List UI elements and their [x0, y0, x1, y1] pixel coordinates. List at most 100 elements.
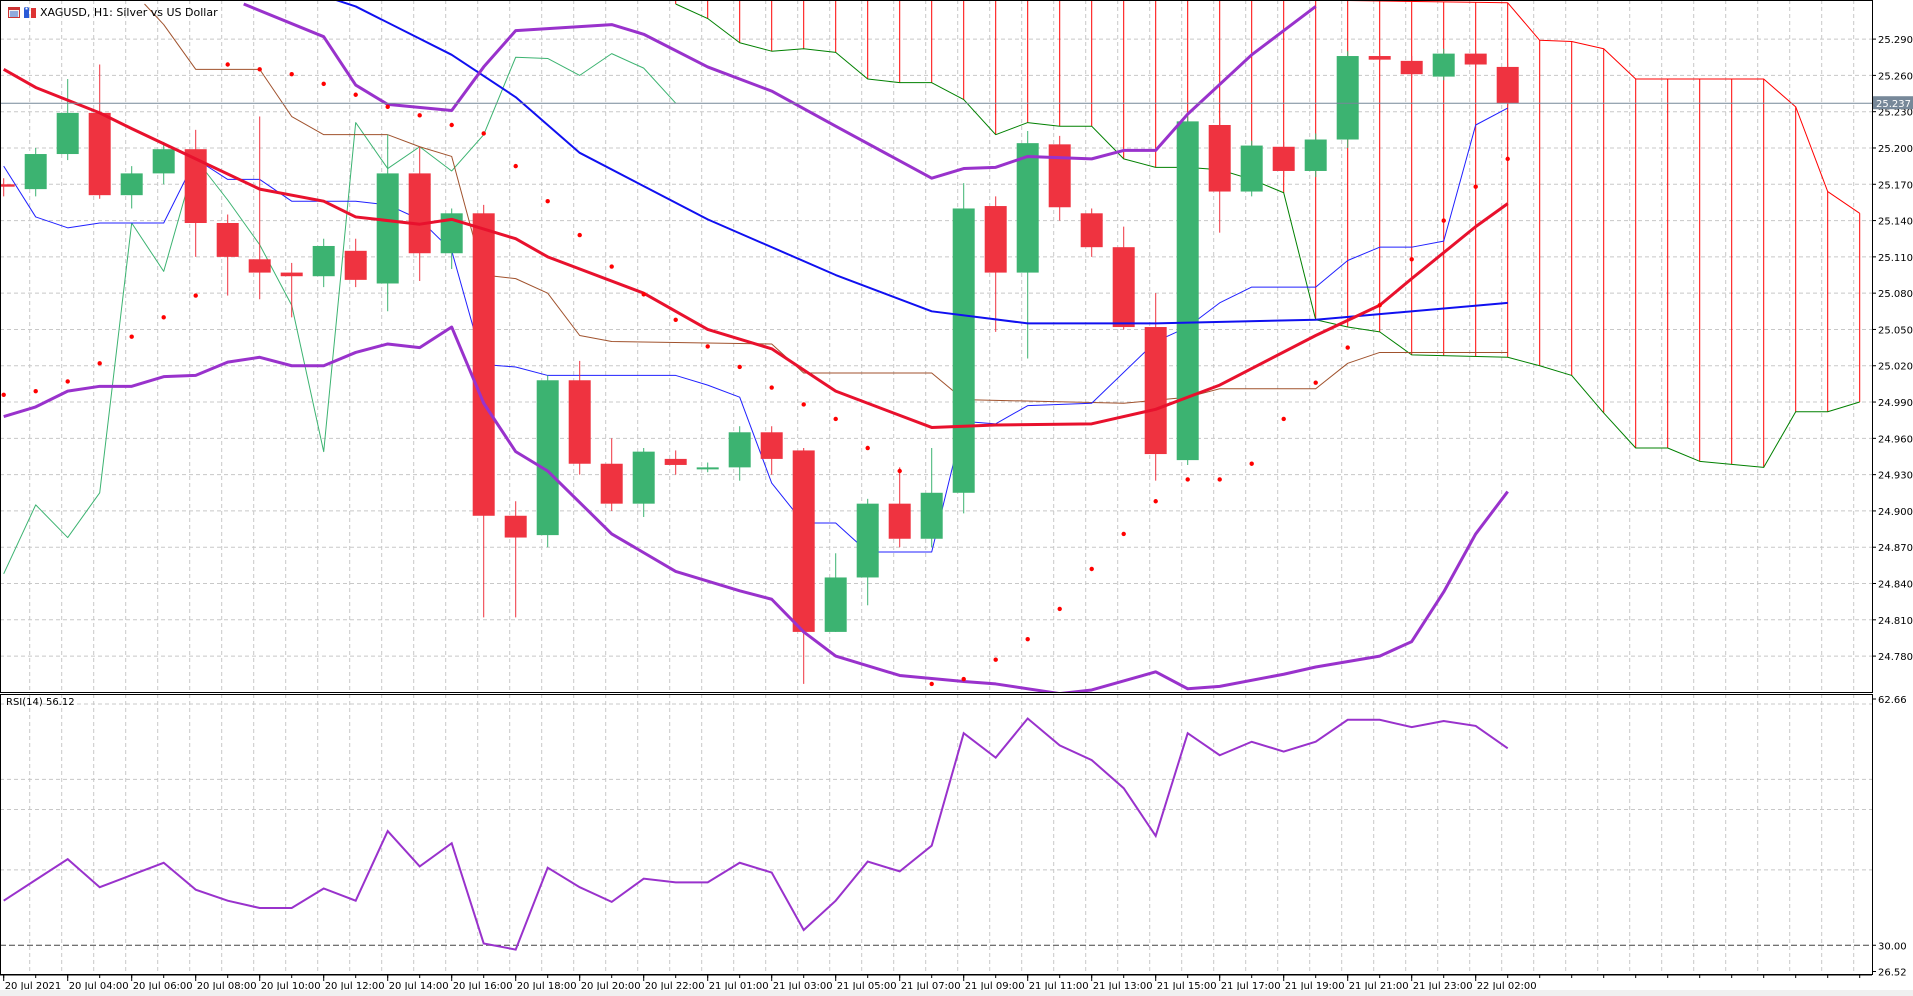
x-tick-label: 21 Jul 15:00	[1157, 981, 1217, 992]
x-tick-label: 21 Jul 19:00	[1285, 981, 1345, 992]
candle-bullish	[440, 213, 463, 254]
candle-bearish	[1048, 144, 1071, 208]
parabolic-sar-dot	[385, 104, 390, 110]
y-tick-label: 24.990	[1878, 398, 1913, 409]
candle-bearish	[664, 458, 687, 465]
candle-bearish	[1272, 146, 1295, 171]
ichimoku-span-a	[1280, 0, 1860, 214]
x-tick-label: 20 Jul 2021	[5, 981, 62, 992]
parabolic-sar-dot	[257, 67, 262, 72]
x-tick-label: 21 Jul 01:00	[709, 981, 769, 992]
rsi-label: RSI(14) 56.12	[6, 697, 75, 708]
rsi-frame	[0, 694, 1873, 975]
parabolic-sar-dot	[449, 122, 454, 128]
y-tick-label: 25.080	[1878, 289, 1913, 300]
parabolic-sar-dot	[705, 344, 710, 349]
candle-bearish	[1368, 56, 1391, 60]
x-tick-label: 20 Jul 10:00	[261, 981, 321, 992]
bollinger-upper	[243, 2, 1317, 180]
candle-bearish	[568, 380, 591, 464]
x-tick-label: 21 Jul 09:00	[965, 981, 1025, 992]
rsi-y-tick-label: 30.00	[1878, 941, 1907, 952]
parabolic-sar-dot	[1025, 636, 1030, 642]
parabolic-sar-dot	[673, 317, 678, 322]
main-plot	[0, 0, 1872, 692]
candle-bullish	[1432, 53, 1455, 77]
y-tick-label: 25.230	[1878, 108, 1913, 119]
parabolic-sar-dot	[1217, 477, 1222, 482]
parabolic-sar-dot	[353, 92, 358, 97]
current-price-label: 25.237	[1876, 99, 1911, 110]
y-tick-label: 24.960	[1878, 434, 1913, 445]
symbol-chart-icon	[24, 7, 36, 18]
parabolic-sar-dot	[1441, 218, 1446, 223]
candle-bullish	[824, 577, 847, 632]
parabolic-sar-dot	[577, 232, 582, 238]
candle-bearish	[1400, 60, 1423, 75]
rsi-line	[3, 717, 1509, 951]
candle-bullish	[312, 245, 335, 277]
x-tick-label: 20 Jul 08:00	[197, 981, 257, 992]
x-tick-label: 20 Jul 12:00	[325, 981, 385, 992]
candle-bullish	[728, 432, 751, 468]
candle-bullish	[1176, 121, 1199, 461]
candle-bearish	[888, 503, 911, 539]
candle-bullish	[952, 208, 975, 493]
parabolic-sar-dot	[1409, 257, 1414, 262]
candle-bullish	[24, 154, 47, 190]
parabolic-sar-dot	[1473, 184, 1478, 189]
parabolic-sar-dot	[161, 315, 166, 320]
parabolic-sar-dot	[321, 81, 326, 87]
parabolic-sar-dot	[1505, 156, 1510, 162]
candle-bullish	[856, 503, 879, 578]
x-tick-label: 21 Jul 11:00	[1029, 981, 1089, 992]
parabolic-sar-dot	[641, 292, 646, 297]
ichimoku-chikou	[3, 53, 677, 575]
parabolic-sar-dot	[65, 379, 70, 384]
bollinger-lower	[3, 325, 1509, 692]
candle-bearish	[1496, 66, 1519, 104]
candle-bullish	[536, 380, 559, 536]
parabolic-sar-dot	[897, 468, 902, 474]
candle-bearish	[0, 184, 15, 187]
parabolic-sar-dot	[769, 385, 774, 390]
parabolic-sar-dot	[193, 293, 198, 298]
candle-bearish	[216, 222, 239, 257]
candle-bearish	[792, 450, 815, 632]
y-tick-label: 25.290	[1878, 35, 1913, 46]
candle-bullish	[1304, 139, 1327, 171]
parabolic-sar-dot	[1153, 499, 1158, 504]
parabolic-sar-dot	[833, 416, 838, 422]
parabolic-sar-dot	[417, 113, 422, 118]
parabolic-sar-dot	[129, 334, 134, 339]
candle-bullish	[120, 173, 143, 196]
rsi-plot	[0, 694, 1872, 974]
candle-bearish	[88, 112, 111, 196]
parabolic-sar-dot	[481, 131, 486, 136]
chart-title-text: XAGUSD, H1: Silver vs US Dollar	[40, 6, 218, 19]
x-tick-label: 20 Jul 06:00	[133, 981, 193, 992]
parabolic-sar-dot	[225, 62, 230, 67]
x-tick-label: 21 Jul 07:00	[901, 981, 961, 992]
parabolic-sar-dot	[289, 71, 294, 77]
candle-bearish	[600, 463, 623, 504]
y-tick-label: 25.140	[1878, 217, 1913, 228]
candle-bullish	[152, 149, 175, 174]
parabolic-sar-dot	[961, 676, 966, 682]
candle-bullish	[1240, 145, 1263, 192]
x-tick-label: 21 Jul 13:00	[1093, 981, 1153, 992]
x-tick-label: 20 Jul 04:00	[69, 981, 129, 992]
y-tick-label: 24.900	[1878, 507, 1913, 518]
parabolic-sar-dot	[929, 681, 934, 687]
parabolic-sar-dot	[33, 388, 38, 394]
y-tick-label: 25.170	[1878, 180, 1913, 191]
parabolic-sar-dot	[609, 264, 614, 269]
x-tick-label: 20 Jul 16:00	[453, 981, 513, 992]
x-tick-label: 20 Jul 14:00	[389, 981, 449, 992]
y-tick-label: 25.260	[1878, 71, 1913, 82]
x-tick-label: 21 Jul 03:00	[773, 981, 833, 992]
rsi-y-tick-label: 26.52	[1878, 967, 1907, 978]
chart-title: XAGUSD, H1: Silver vs US Dollar	[8, 6, 218, 19]
parabolic-sar-dot	[1057, 606, 1062, 612]
